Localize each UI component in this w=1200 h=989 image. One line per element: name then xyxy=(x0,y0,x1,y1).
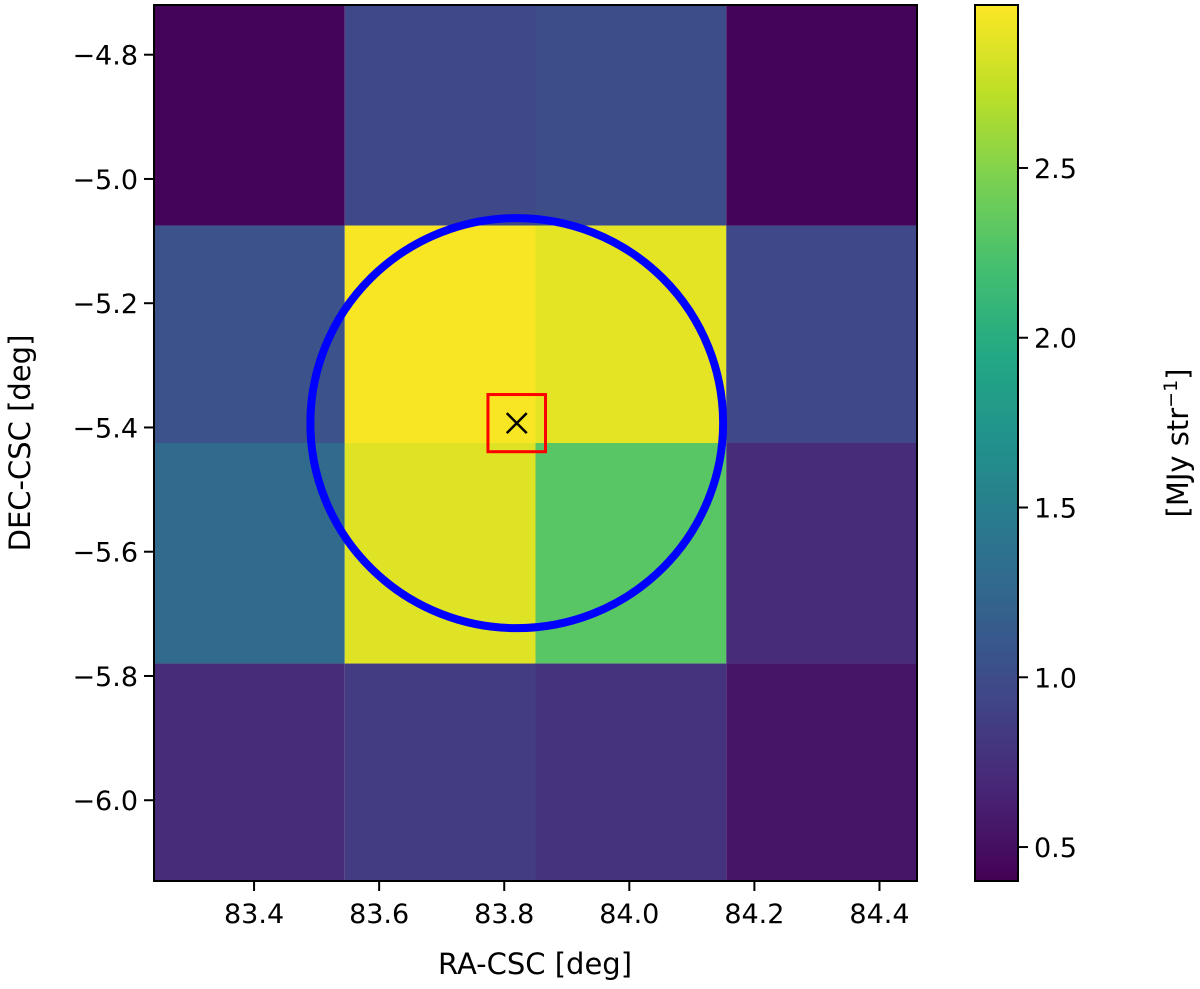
colorbar: 0.5 1.0 1.5 2.0 2.5 [MJy str−1] xyxy=(974,4,1195,882)
x-tick-label: 83.4 xyxy=(224,899,284,930)
heatmap-cell xyxy=(535,225,727,443)
y-tick-label: −5.6 xyxy=(72,538,138,569)
y-tick-label: −4.8 xyxy=(72,41,138,72)
heatmap-cell xyxy=(154,663,345,881)
heatmap-cell xyxy=(535,663,727,881)
source-marker xyxy=(505,412,528,435)
y-tick-label: −5.0 xyxy=(72,165,138,196)
heatmap-cell xyxy=(344,5,536,226)
x-tick-label: 84.4 xyxy=(849,899,909,930)
heatmap-cells xyxy=(154,5,917,881)
x-tick-label: 83.8 xyxy=(474,899,534,930)
heatmap-cell xyxy=(344,225,536,443)
heatmap-cell xyxy=(726,443,917,664)
heatmap-cell xyxy=(535,443,727,664)
heatmap-cell xyxy=(726,5,917,226)
x-axis-ticks: 83.4 83.6 83.8 84.0 84.2 84.4 xyxy=(224,881,910,930)
colorbar-tick-label: 2.5 xyxy=(1034,154,1077,185)
x-axis-label: RA-CSC [deg] xyxy=(438,947,632,981)
heatmap-cell xyxy=(154,5,345,226)
overlays xyxy=(306,214,728,633)
colorbar-tick-label: 2.0 xyxy=(1034,324,1077,355)
colorbar-tick-label: 1.5 xyxy=(1034,494,1077,525)
colorbar-tick-label: 0.5 xyxy=(1034,833,1077,864)
y-tick-label: −5.2 xyxy=(72,289,138,320)
heatmap-cell xyxy=(154,225,345,443)
x-tick-label: 83.6 xyxy=(349,899,409,930)
heatmap-cell xyxy=(726,663,917,881)
y-axis-label: DEC-CSC [deg] xyxy=(3,335,37,552)
y-tick-label: −5.8 xyxy=(72,662,138,693)
colorbar-ticks: 0.5 1.0 1.5 2.0 2.5 xyxy=(1018,154,1077,864)
box-region xyxy=(486,393,548,454)
heatmap-cell xyxy=(726,225,917,443)
heatmap-cell xyxy=(344,663,536,881)
x-tick-label: 84.2 xyxy=(724,899,784,930)
heatmap-cell xyxy=(154,443,345,664)
colorbar-gradient xyxy=(975,5,1018,881)
colorbar-tick-label: 1.0 xyxy=(1034,663,1077,694)
y-axis-ticks: −4.8 −5.0 −5.2 −5.4 −5.6 −5.8 −6.0 xyxy=(72,41,154,817)
colorbar-label: [MJy str−1] xyxy=(1160,368,1195,517)
plot-frame xyxy=(153,4,918,882)
colorbar-frame xyxy=(974,4,1019,882)
y-tick-label: −6.0 xyxy=(72,786,138,817)
y-tick-label: −5.4 xyxy=(72,413,138,444)
x-tick-label: 84.0 xyxy=(599,899,659,930)
circle-region xyxy=(306,214,728,633)
heatmap-cell xyxy=(535,5,727,226)
